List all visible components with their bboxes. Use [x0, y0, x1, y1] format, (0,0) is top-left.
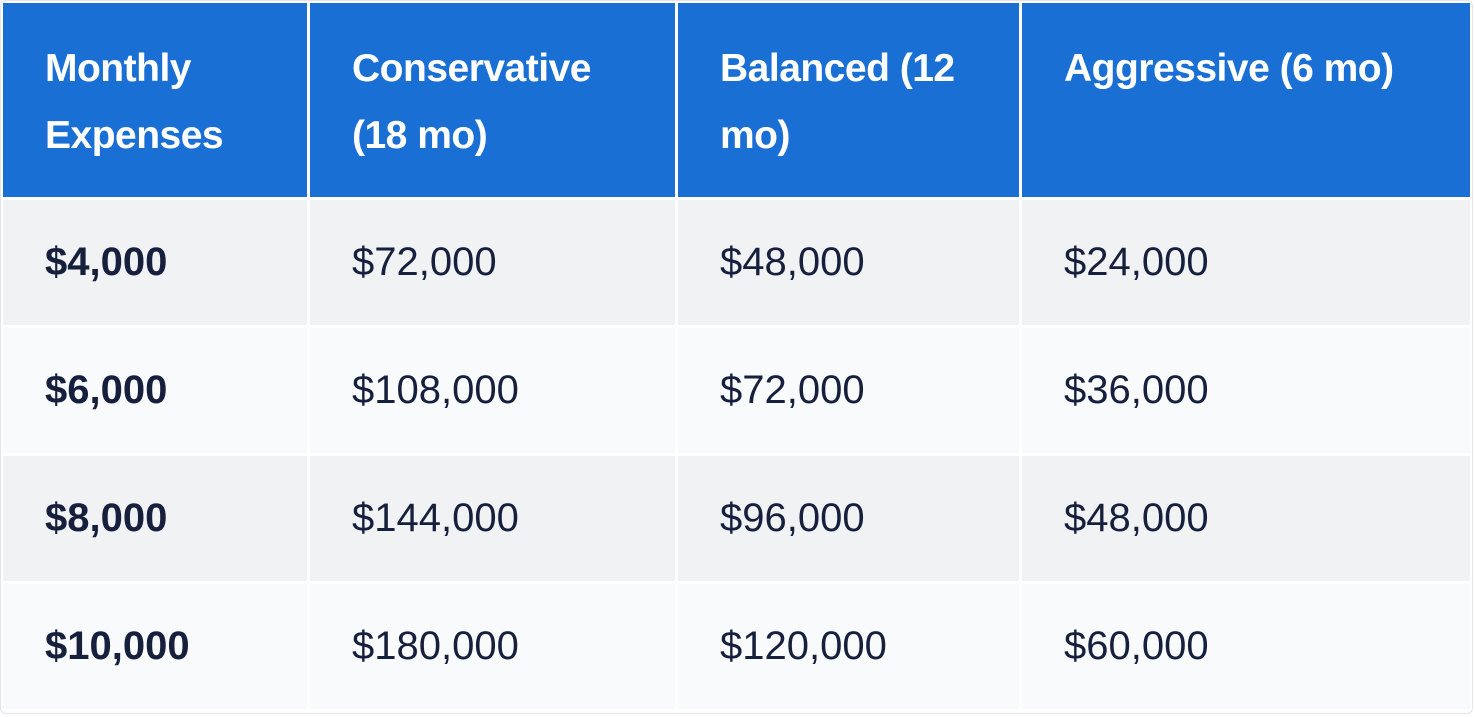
table-cell: $120,000: [678, 584, 1019, 709]
table-row: $4,000 $72,000 $48,000 $24,000: [3, 200, 1470, 325]
table-cell: $96,000: [678, 456, 1019, 581]
header-cell: Aggressive (6 mo): [1022, 3, 1470, 197]
row-header-cell: $10,000: [3, 584, 307, 709]
table-cell: $180,000: [310, 584, 675, 709]
table-cell: $48,000: [678, 200, 1019, 325]
table-cell: $60,000: [1022, 584, 1470, 709]
table-cell: $108,000: [310, 328, 675, 453]
row-header-cell: $8,000: [3, 456, 307, 581]
row-header-cell: $4,000: [3, 200, 307, 325]
table-cell: $24,000: [1022, 200, 1470, 325]
table-row: $6,000 $108,000 $72,000 $36,000: [3, 328, 1470, 453]
table-cell: $36,000: [1022, 328, 1470, 453]
table-row: $10,000 $180,000 $120,000 $60,000: [3, 584, 1470, 709]
row-header-cell: $6,000: [3, 328, 307, 453]
table-cell: $72,000: [678, 328, 1019, 453]
header-cell: Monthly Expenses: [3, 3, 307, 197]
table-cell: $48,000: [1022, 456, 1470, 581]
table-cell: $72,000: [310, 200, 675, 325]
header-cell: Conservative (18 mo): [310, 3, 675, 197]
header-row: Monthly Expenses Conservative (18 mo) Ba…: [3, 3, 1470, 197]
table-body: $4,000 $72,000 $48,000 $24,000 $6,000 $108,00…: [3, 200, 1470, 709]
table-cell: $144,000: [310, 456, 675, 581]
header-cell: Balanced (12 mo): [678, 3, 1019, 197]
table-row: $8,000 $144,000 $96,000 $48,000: [3, 456, 1470, 581]
